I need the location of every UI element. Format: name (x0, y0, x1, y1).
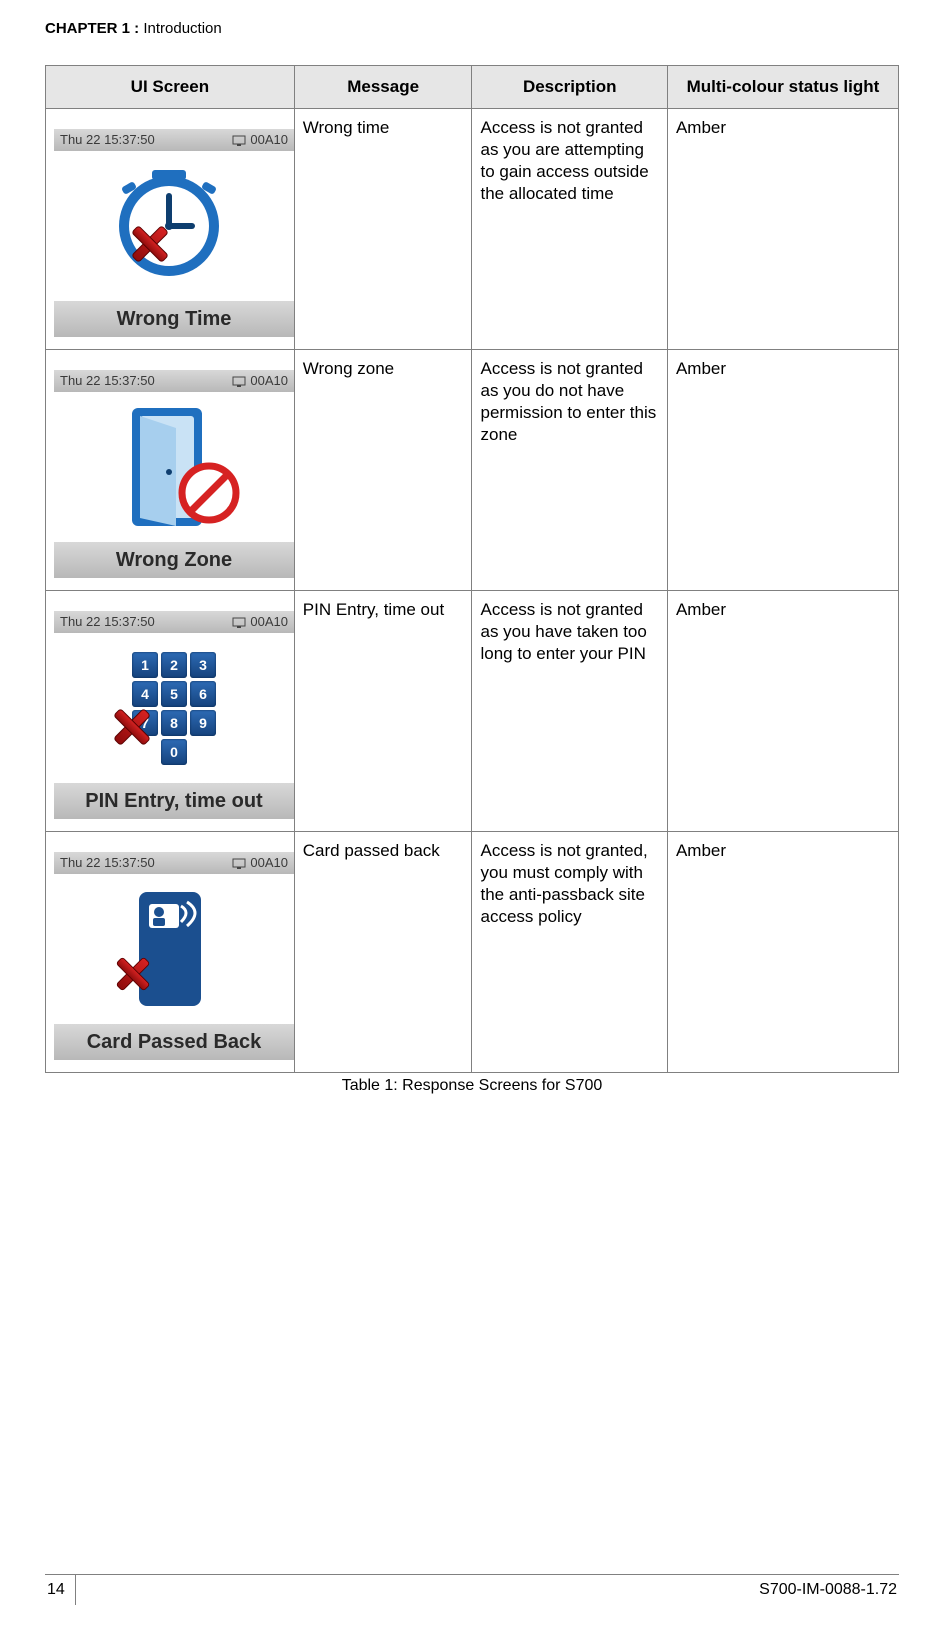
table-row: Thu 22 15:37:50 00A10 1234567890 PIN Ent… (46, 591, 899, 832)
col-ui-screen: UI Screen (46, 66, 295, 109)
network-icon (232, 615, 246, 629)
ui-screen-cell: Thu 22 15:37:50 00A10 (46, 109, 295, 350)
ui-screen-cell: Thu 22 15:37:50 00A10 Wrong Zone (46, 350, 295, 591)
document-page: CHAPTER 1 : Introduction UI Screen Messa… (0, 0, 944, 1625)
statusbar-time: Thu 22 15:37:50 (60, 132, 155, 149)
device-canvas (54, 874, 294, 1024)
device-screenshot: Thu 22 15:37:50 00A10 (54, 129, 294, 337)
keypad-key: 2 (161, 652, 187, 678)
keypad-key: 9 (190, 710, 216, 736)
keypad-key: 8 (161, 710, 187, 736)
clock-icon (114, 166, 234, 286)
table-row: Thu 22 15:37:50 00A10 (46, 832, 899, 1073)
status-cell: Amber (667, 109, 898, 350)
keypad-key: 6 (190, 681, 216, 707)
description-cell: Access is not granted as you have taken … (472, 591, 667, 832)
error-x-icon (108, 703, 156, 751)
table-caption: Table 1: Response Screens for S700 (45, 1077, 899, 1095)
statusbar-code: 00A10 (250, 614, 288, 631)
chapter-label: CHAPTER 1 : (45, 20, 139, 37)
device-statusbar: Thu 22 15:37:50 00A10 (54, 370, 294, 392)
keypad-icon: 1234567890 (132, 652, 216, 765)
card-icon (119, 884, 229, 1014)
description-cell: Access is not granted as you are attempt… (472, 109, 667, 350)
statusbar-code: 00A10 (250, 373, 288, 390)
error-x-icon (111, 952, 155, 996)
device-footer-label: Wrong Time (54, 301, 294, 337)
status-cell: Amber (667, 832, 898, 1073)
device-canvas (54, 392, 294, 542)
statusbar-code: 00A10 (250, 132, 288, 149)
keypad-key: 3 (190, 652, 216, 678)
device-footer-label: Wrong Zone (54, 542, 294, 578)
message-cell: Wrong time (294, 109, 472, 350)
chapter-heading: CHAPTER 1 : Introduction (45, 20, 899, 37)
network-icon (232, 374, 246, 388)
description-cell: Access is not granted as you do not have… (472, 350, 667, 591)
col-status-light: Multi-colour status light (667, 66, 898, 109)
status-cell: Amber (667, 591, 898, 832)
device-canvas (54, 151, 294, 301)
statusbar-code: 00A10 (250, 855, 288, 872)
device-canvas: 1234567890 (54, 633, 294, 783)
device-footer-label: PIN Entry, time out (54, 783, 294, 819)
message-cell: PIN Entry, time out (294, 591, 472, 832)
statusbar-time: Thu 22 15:37:50 (60, 855, 155, 872)
error-x-icon (126, 220, 174, 268)
col-description: Description (472, 66, 667, 109)
network-icon (232, 856, 246, 870)
description-cell: Access is not granted, you must comply w… (472, 832, 667, 1073)
message-cell: Card passed back (294, 832, 472, 1073)
device-statusbar: Thu 22 15:37:50 00A10 (54, 129, 294, 151)
statusbar-time: Thu 22 15:37:50 (60, 373, 155, 390)
device-screenshot: Thu 22 15:37:50 00A10 (54, 852, 294, 1060)
document-id: S700-IM-0088-1.72 (757, 1575, 899, 1605)
message-cell: Wrong zone (294, 350, 472, 591)
table-row: Thu 22 15:37:50 00A10 Wrong Zone Wrong z… (46, 350, 899, 591)
network-icon (232, 133, 246, 147)
page-footer: 14 S700-IM-0088-1.72 (45, 1574, 899, 1605)
device-statusbar: Thu 22 15:37:50 00A10 (54, 611, 294, 633)
device-footer-label: Card Passed Back (54, 1024, 294, 1060)
device-statusbar: Thu 22 15:37:50 00A10 (54, 852, 294, 874)
device-screenshot: Thu 22 15:37:50 00A10 1234567890 PIN Ent… (54, 611, 294, 819)
chapter-title: Introduction (139, 20, 222, 37)
prohibit-icon (178, 462, 240, 524)
col-message: Message (294, 66, 472, 109)
door-icon (114, 402, 234, 532)
statusbar-time: Thu 22 15:37:50 (60, 614, 155, 631)
page-number: 14 (45, 1575, 76, 1605)
keypad-key: 0 (161, 739, 187, 765)
device-screenshot: Thu 22 15:37:50 00A10 Wrong Zone (54, 370, 294, 578)
keypad-key: 5 (161, 681, 187, 707)
keypad-key: 1 (132, 652, 158, 678)
ui-screen-cell: Thu 22 15:37:50 00A10 (46, 832, 295, 1073)
status-cell: Amber (667, 350, 898, 591)
table-row: Thu 22 15:37:50 00A10 (46, 109, 899, 350)
ui-screen-cell: Thu 22 15:37:50 00A10 1234567890 PIN Ent… (46, 591, 295, 832)
response-table: UI Screen Message Description Multi-colo… (45, 65, 899, 1073)
